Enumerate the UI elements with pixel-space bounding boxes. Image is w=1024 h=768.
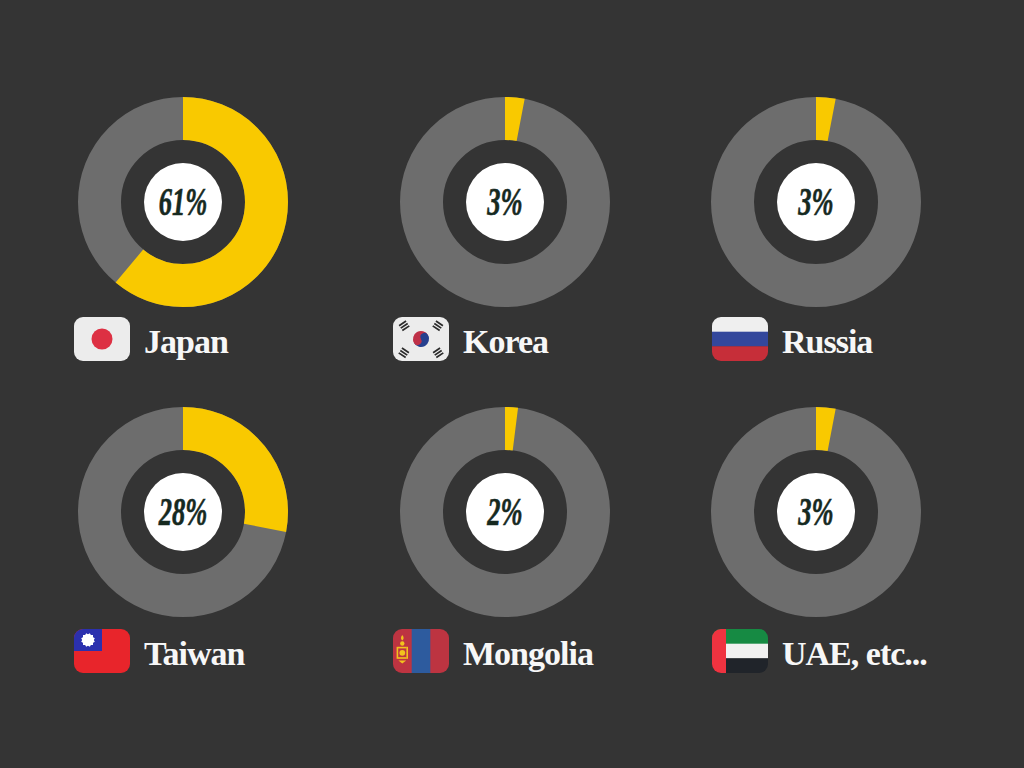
donut-chart-japan: 61% xyxy=(78,97,288,307)
japan-flag-icon xyxy=(74,317,130,361)
legend-mongolia: Mongolia xyxy=(393,629,593,673)
percent-value: 61% xyxy=(159,179,208,224)
country-label: Russia xyxy=(782,318,872,361)
mongolia-flag-icon xyxy=(393,629,449,673)
russia-flag-icon xyxy=(712,317,768,361)
percent-value: 3% xyxy=(798,179,833,224)
legend-russia: Russia xyxy=(712,317,872,361)
percent-value: 2% xyxy=(487,489,522,534)
country-label: Mongolia xyxy=(463,630,593,673)
country-label: Japan xyxy=(144,318,228,361)
uae-flag-icon xyxy=(712,629,768,673)
donut-chart-mongolia: 2% xyxy=(400,407,610,617)
country-label: Korea xyxy=(463,318,548,361)
percent-value: 28% xyxy=(159,489,208,534)
donut-chart-russia: 3% xyxy=(711,97,921,307)
percent-value: 3% xyxy=(798,489,833,534)
donut-chart-korea: 3% xyxy=(400,97,610,307)
legend-japan: Japan xyxy=(74,317,228,361)
country-label: Taiwan xyxy=(144,630,244,673)
donut-chart-uae: 3% xyxy=(711,407,921,617)
donut-chart-taiwan: 28% xyxy=(78,407,288,617)
legend-korea: Korea xyxy=(393,317,548,361)
taiwan-flag-icon xyxy=(74,629,130,673)
legend-taiwan: Taiwan xyxy=(74,629,244,673)
country-label: UAE, etc... xyxy=(782,630,927,673)
legend-uae: UAE, etc... xyxy=(712,629,927,673)
percent-value: 3% xyxy=(487,179,522,224)
south-korea-flag-icon xyxy=(393,317,449,361)
